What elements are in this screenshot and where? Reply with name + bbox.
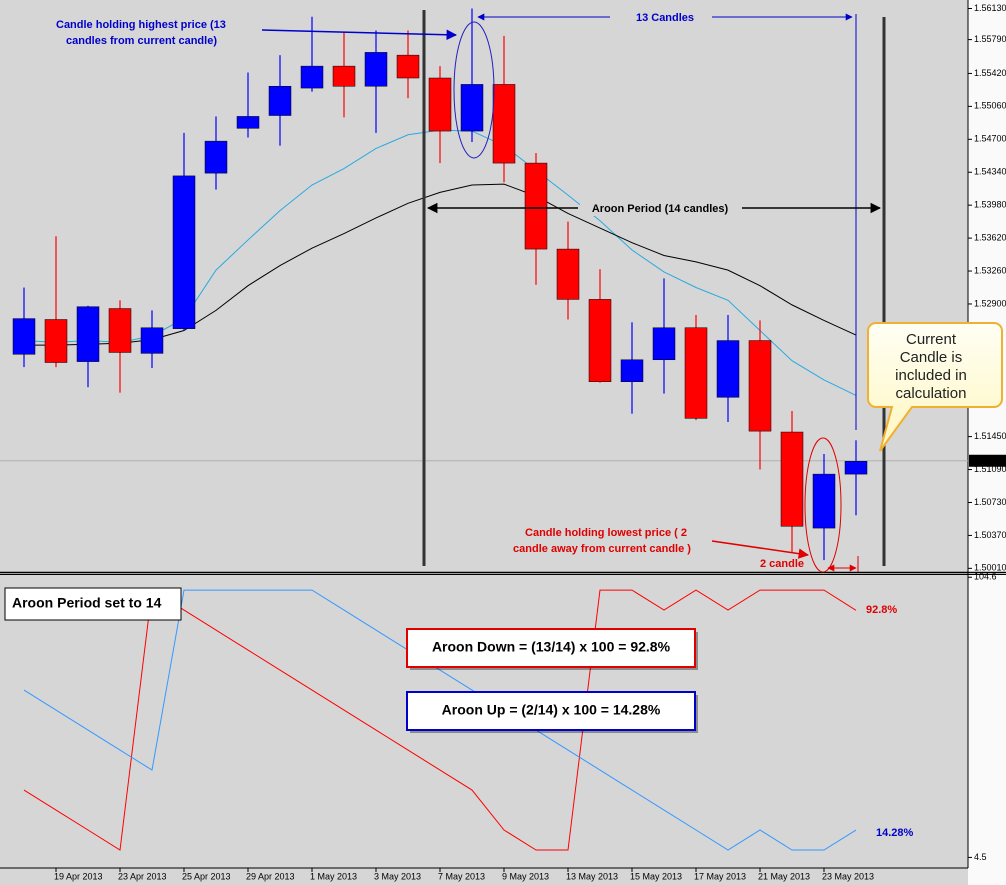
x-tick-label: 25 Apr 2013 [182, 871, 231, 881]
candle-body [108, 308, 132, 353]
annotation: Candle holding highest price (13 [56, 19, 226, 31]
x-tick-label: 23 May 2013 [822, 871, 874, 881]
y-tick-label: 4.5 [974, 852, 987, 862]
note-box [4, 587, 182, 621]
annotation: Aroon Period (14 candles) [592, 203, 729, 215]
highlight-ellipse [804, 437, 842, 573]
y-tick-label: 1.54340 [974, 167, 1006, 177]
y-tick-label: 1.53260 [974, 265, 1006, 275]
x-tick-label: 21 May 2013 [758, 871, 810, 881]
callout-text: calculation [896, 385, 967, 402]
y-tick-label: 1.56130 [974, 3, 1006, 13]
annotation: Candle holding lowest price ( 2 [525, 527, 687, 539]
indicator-line [23, 589, 857, 851]
candle-body [652, 327, 676, 361]
candle-body [172, 175, 196, 329]
annotation: candle away from current candle ) [513, 543, 691, 555]
candle-body [524, 162, 548, 250]
axis-background [968, 0, 1006, 885]
value-label: 14.28% [876, 827, 914, 839]
y-tick-label: 1.55060 [974, 101, 1006, 111]
formula-box [406, 628, 696, 668]
current-price-box [969, 454, 1006, 467]
y-tick-label: 1.55420 [974, 68, 1006, 78]
x-tick-label: 29 Apr 2013 [246, 871, 295, 881]
callout-text: Candle is [900, 349, 963, 366]
arrow [711, 540, 810, 559]
callout-text: included in [895, 367, 967, 384]
callout [867, 322, 1003, 452]
candle-body [396, 54, 420, 79]
x-tick-label: 7 May 2013 [438, 871, 485, 881]
annotation: 2 candle [760, 558, 804, 570]
candle-body [812, 473, 836, 529]
y-tick-label: 1.50730 [974, 497, 1006, 507]
candle-body [332, 65, 356, 87]
marks: 1.56130 1.55790 1.55420 1.55060 1.54700 1.543… [0, 3, 1006, 881]
y-tick-label: 1.50370 [974, 530, 1006, 540]
candle-body [364, 52, 388, 87]
value-label: 92.8% [866, 604, 897, 616]
x-tick-label: 1 May 2013 [310, 871, 357, 881]
y-tick-label: 1.52900 [974, 298, 1006, 308]
annotation: 13 Candles [636, 12, 694, 24]
highlight-ellipse [453, 21, 495, 159]
annotation: candles from current candle) [66, 35, 217, 47]
candle-body [492, 84, 516, 164]
candle-body [780, 431, 804, 527]
formula-box [406, 691, 696, 731]
note: Aroon Period set to 14 [12, 595, 162, 611]
y-tick-label: 1.51090 [974, 464, 1006, 474]
x-tick-label: 23 Apr 2013 [118, 871, 167, 881]
y-tick-label: 1.54700 [974, 134, 1006, 144]
candle-body [844, 461, 868, 475]
current-price-label: 1.51186 [971, 455, 1003, 465]
candle-body [428, 77, 452, 132]
candle-body [204, 140, 228, 174]
formula: Aroon Up = (2/14) x 100 = 14.28% [442, 702, 661, 718]
y-tick-label: 1.53620 [974, 232, 1006, 242]
candle-body [684, 327, 708, 419]
candle-body [268, 85, 292, 116]
plot-background [0, 0, 968, 885]
y-tick-label: 104.6 [974, 572, 997, 582]
x-tick-label: 13 May 2013 [566, 871, 618, 881]
candle-body [44, 319, 68, 363]
candle-body [460, 84, 484, 132]
candle-body [748, 340, 772, 432]
y-tick-label: 1.53980 [974, 200, 1006, 210]
x-tick-label: 19 Apr 2013 [54, 871, 103, 881]
candle-body [556, 248, 580, 300]
callout-text: Current [906, 331, 957, 348]
y-tick-label: 1.50010 [974, 563, 1006, 573]
candle-body [620, 359, 644, 382]
y-tick-label: 1.51450 [974, 431, 1006, 441]
x-tick-label: 15 May 2013 [630, 871, 682, 881]
candle-body [140, 327, 164, 354]
x-tick-label: 9 May 2013 [502, 871, 549, 881]
label-background [580, 200, 740, 216]
candle-body [588, 299, 612, 382]
candle-body [236, 116, 260, 129]
y-tick-label: 1.55790 [974, 34, 1006, 44]
candle-body [12, 318, 36, 355]
candle-body [716, 340, 740, 398]
candle-body [300, 65, 324, 89]
arrow [261, 29, 458, 41]
candle-body [76, 306, 100, 362]
x-tick-label: 3 May 2013 [374, 871, 421, 881]
x-tick-label: 17 May 2013 [694, 871, 746, 881]
formula: Aroon Down = (13/14) x 100 = 92.8% [432, 639, 671, 655]
